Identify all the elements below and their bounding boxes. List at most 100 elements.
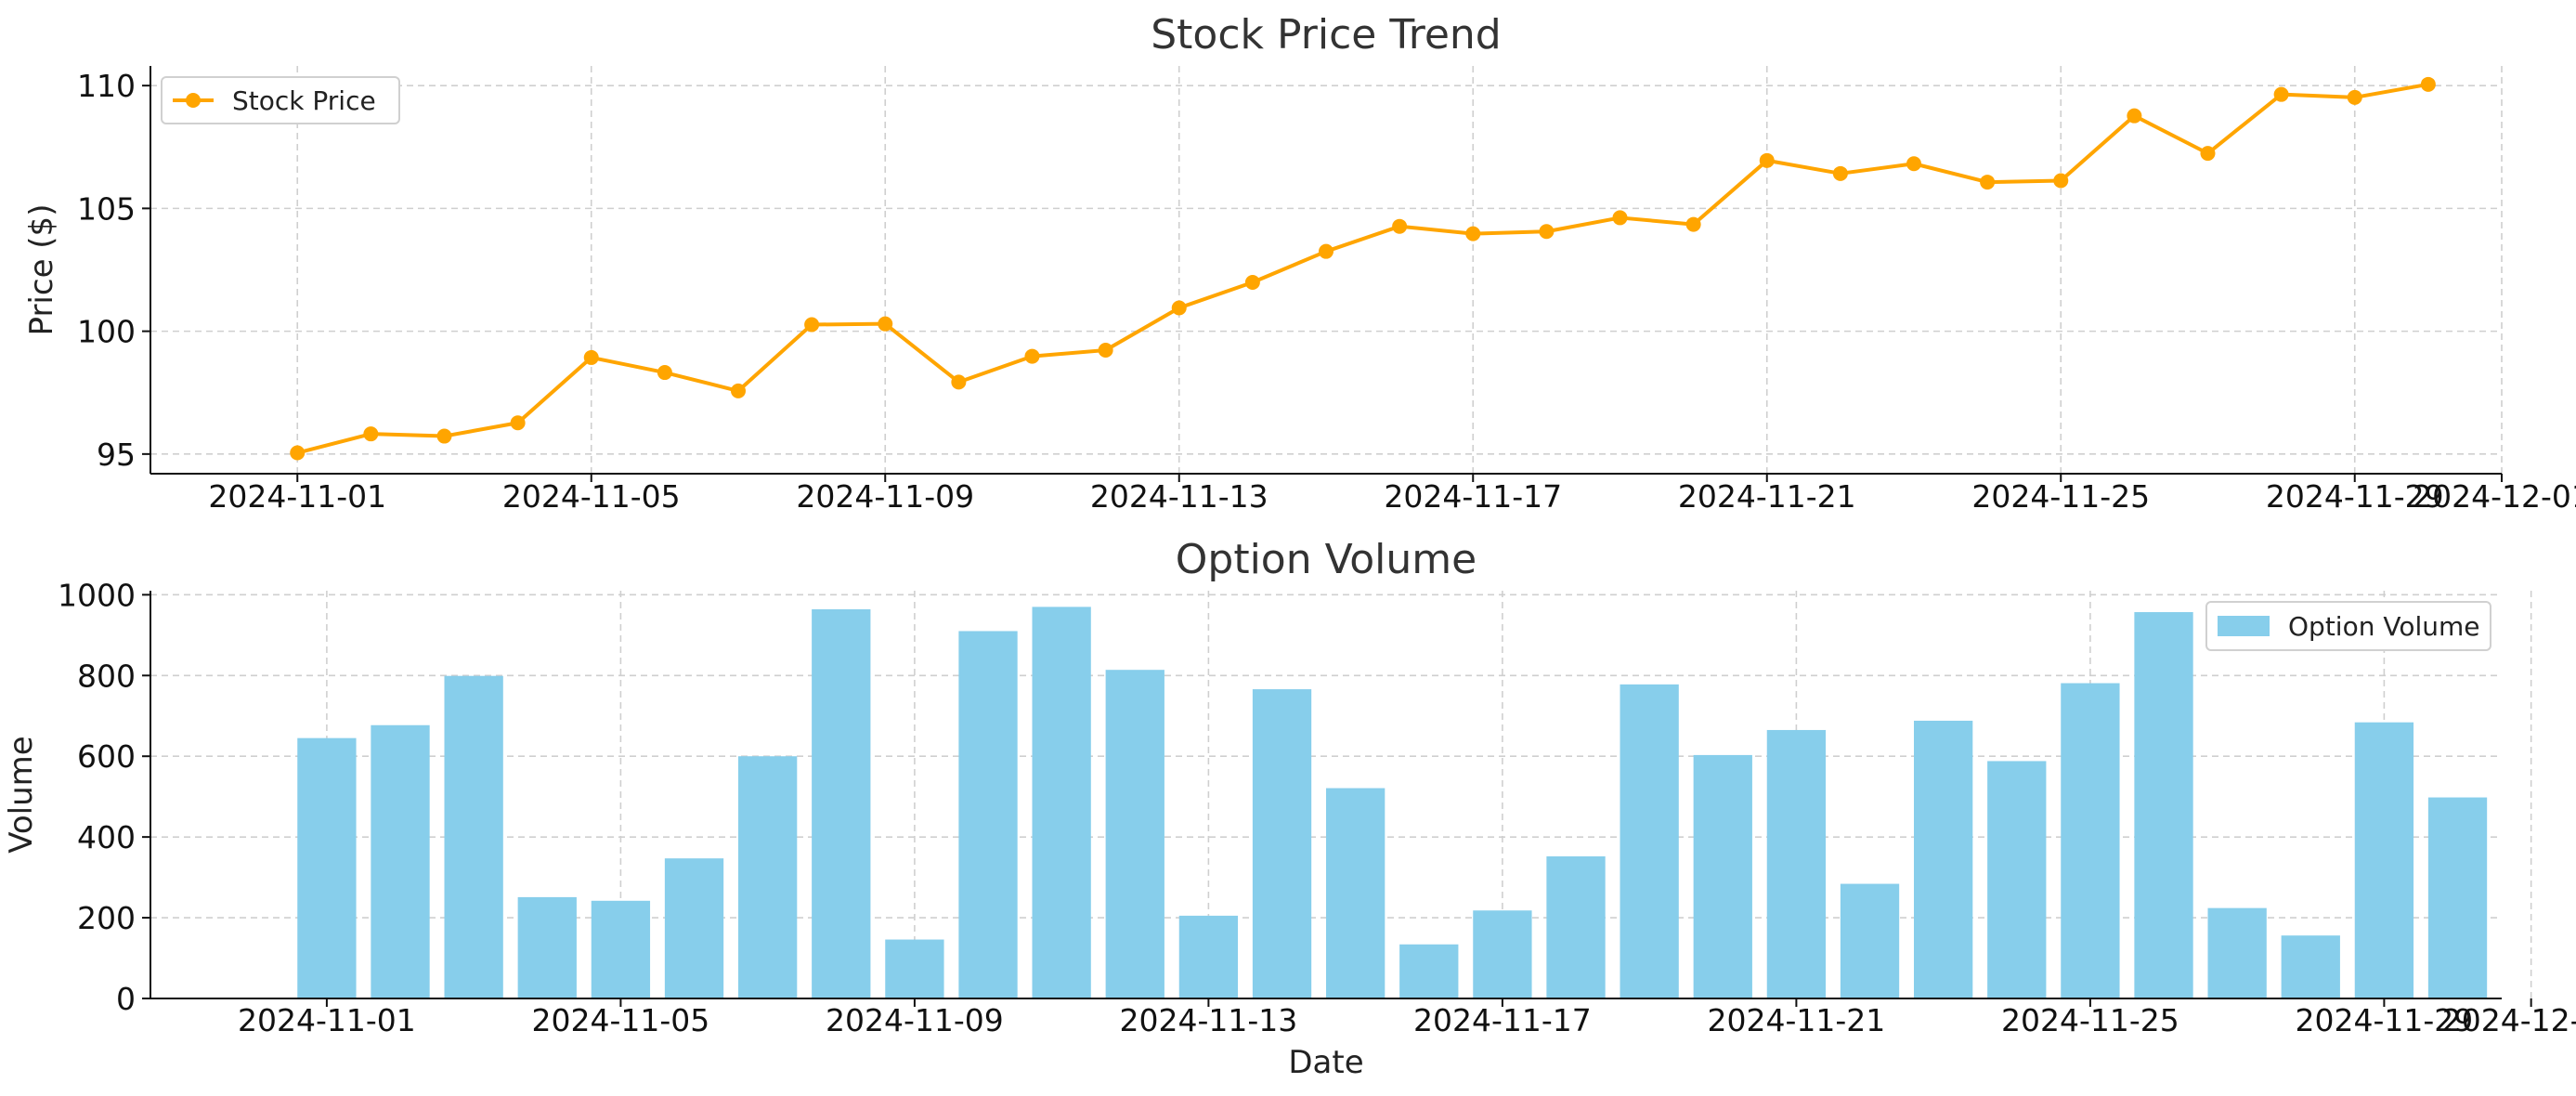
point-2024-11-30 xyxy=(2420,76,2436,92)
bar-2024-11-09 xyxy=(885,939,944,998)
bar-2024-11-16 xyxy=(1399,944,1459,998)
bar-2024-11-20 xyxy=(1693,754,1752,998)
point-2024-11-28 xyxy=(2273,86,2289,102)
point-2024-11-21 xyxy=(1759,152,1775,168)
y-tick-label: 1000 xyxy=(58,577,136,613)
point-2024-11-12 xyxy=(1098,342,1113,358)
chart-2-ylabel: Volume xyxy=(3,736,40,853)
bar-2024-11-03 xyxy=(444,675,503,998)
point-2024-11-20 xyxy=(1685,216,1701,232)
y-tick-label: 0 xyxy=(116,981,136,1017)
x-tick-label: 2024-11-13 xyxy=(1090,478,1268,515)
x-tick-label: 2024-12-01 xyxy=(2413,478,2576,515)
point-2024-11-22 xyxy=(1832,165,1848,181)
x-tick-label: 2024-11-09 xyxy=(796,478,974,515)
chart-2-xlabel: Date xyxy=(1288,1044,1363,1081)
bar-2024-11-17 xyxy=(1473,910,1532,998)
bar-2024-11-30 xyxy=(2427,797,2488,998)
y-tick-label: 200 xyxy=(77,900,136,936)
point-2024-11-18 xyxy=(1539,224,1555,240)
x-tick-label: 2024-11-05 xyxy=(502,478,681,515)
legend-marker xyxy=(186,93,201,108)
x-tick-label: 2024-11-09 xyxy=(826,1002,1004,1038)
bar-2024-11-11 xyxy=(1032,607,1091,998)
chart-1-ylabel: Price ($) xyxy=(23,204,60,336)
bar-2024-11-07 xyxy=(738,756,798,998)
legend-box xyxy=(2205,601,2491,651)
legend-swatch xyxy=(2218,616,2270,636)
point-2024-11-07 xyxy=(731,383,746,398)
x-tick-label: 2024-11-29 xyxy=(2296,1002,2474,1038)
point-2024-11-06 xyxy=(657,365,672,381)
bar-2024-11-26 xyxy=(2134,612,2193,998)
y-tick-label: 800 xyxy=(77,658,136,694)
bar-2024-11-18 xyxy=(1546,856,1606,998)
point-2024-11-15 xyxy=(1319,243,1334,259)
bar-2024-11-10 xyxy=(958,631,1018,998)
point-2024-11-29 xyxy=(2347,89,2362,105)
point-2024-11-11 xyxy=(1024,348,1040,364)
bar-2024-11-15 xyxy=(1326,788,1386,998)
chart-1-title: Stock Price Trend xyxy=(1151,11,1502,59)
y-tick-label: 95 xyxy=(97,437,136,473)
x-tick-label: 2024-11-17 xyxy=(1413,1002,1592,1038)
chart-1: 95 100 105 110 2024-11-01 2024-11-05 2024-11-0… xyxy=(23,11,2576,515)
chart-2-bars xyxy=(297,607,2488,998)
legend-label: Option Volume xyxy=(2288,611,2480,642)
x-tick-label: 2024-11-01 xyxy=(208,478,386,515)
point-2024-11-01 xyxy=(290,445,306,461)
point-2024-11-08 xyxy=(804,317,820,333)
bar-2024-11-24 xyxy=(1987,761,2047,998)
chart-1-legend: Stock Price xyxy=(161,76,400,124)
bar-2024-11-21 xyxy=(1766,729,1827,998)
point-2024-11-26 xyxy=(2127,108,2142,124)
chart-1-series xyxy=(290,76,2436,461)
bar-2024-11-04 xyxy=(517,896,577,998)
x-tick-label: 2024-11-25 xyxy=(2001,1002,2179,1038)
point-2024-11-19 xyxy=(1612,210,1628,226)
bar-2024-11-25 xyxy=(2061,683,2120,998)
bar-2024-11-22 xyxy=(1840,883,1900,998)
bar-2024-11-28 xyxy=(2281,935,2340,998)
legend-box xyxy=(161,76,400,124)
x-tick-label: 2024-11-21 xyxy=(1708,1002,1886,1038)
y-tick-label: 105 xyxy=(77,190,136,227)
chart-2-title: Option Volume xyxy=(1176,536,1477,583)
point-2024-11-03 xyxy=(436,428,452,444)
series-line xyxy=(296,82,2429,455)
chart-1-grid xyxy=(150,66,2503,474)
x-tick-label: 2024-11-05 xyxy=(532,1002,710,1038)
point-2024-11-24 xyxy=(1980,175,1996,190)
point-2024-11-04 xyxy=(510,415,526,431)
y-tick-label: 600 xyxy=(77,738,136,775)
x-tick-label: 2024-11-17 xyxy=(1384,478,1562,515)
point-2024-11-25 xyxy=(2053,173,2069,189)
point-2024-11-17 xyxy=(1465,226,1481,241)
x-tick-label: 2024-11-29 xyxy=(2266,478,2444,515)
bar-2024-11-13 xyxy=(1178,915,1239,998)
y-tick-label: 100 xyxy=(77,314,136,350)
bar-2024-11-06 xyxy=(664,858,724,998)
point-2024-11-14 xyxy=(1244,274,1260,290)
point-2024-11-05 xyxy=(583,349,599,365)
bar-2024-11-05 xyxy=(591,900,651,998)
x-tick-label: 2024-11-13 xyxy=(1120,1002,1298,1038)
bar-2024-11-12 xyxy=(1105,670,1164,998)
point-2024-11-10 xyxy=(951,374,967,390)
bar-2024-11-27 xyxy=(2207,907,2267,998)
bar-2024-11-23 xyxy=(1914,720,1973,998)
y-tick-label: 110 xyxy=(77,68,136,104)
legend-label: Stock Price xyxy=(232,85,376,116)
bar-2024-11-19 xyxy=(1620,684,1679,998)
point-2024-11-23 xyxy=(1906,156,1921,172)
y-tick-label: 400 xyxy=(77,819,136,855)
x-tick-label: 2024-11-01 xyxy=(238,1002,416,1038)
chart-2: 0 200 400 600 800 1000 2024-11-01 2024-11-05 202… xyxy=(3,536,2576,1081)
bar-2024-11-14 xyxy=(1252,689,1312,998)
x-tick-label: 2024-11-21 xyxy=(1678,478,1856,515)
x-tick-label: 2024-11-25 xyxy=(1971,478,2150,515)
chart-2-legend: Option Volume xyxy=(2205,601,2491,651)
x-tick-label: 2024-12-01 xyxy=(2442,1002,2576,1038)
bar-2024-11-29 xyxy=(2354,722,2414,998)
